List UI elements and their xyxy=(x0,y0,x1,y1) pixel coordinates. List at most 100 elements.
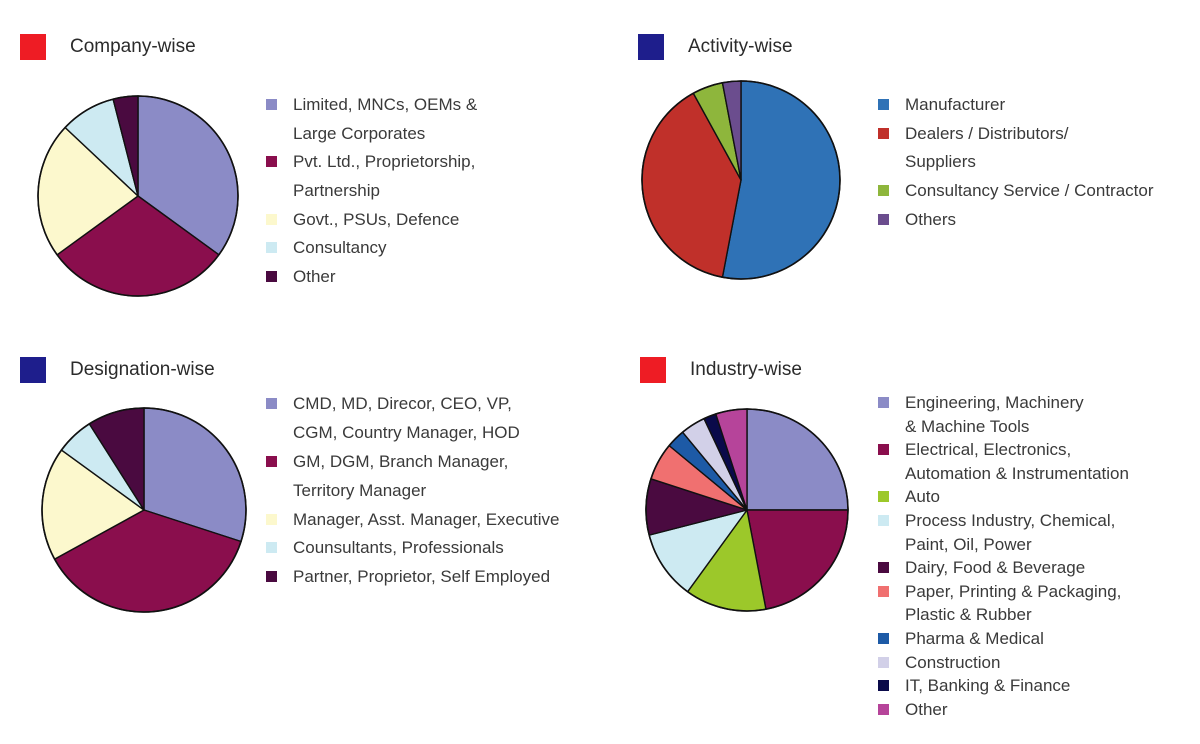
legend-swatch xyxy=(878,585,889,597)
legend-label: Other xyxy=(905,701,948,725)
legend-label-line: Territory Manager xyxy=(293,480,427,500)
pie-outline xyxy=(641,80,841,280)
legend-label-line: Large Corporates xyxy=(293,123,426,143)
legend-label-line: GM, DGM, Branch Manager, xyxy=(293,451,509,471)
legend-label: Dairy, Food & Beverage xyxy=(905,559,1085,583)
legend-label-line: Pvt. Ltd., Proprietorship, xyxy=(293,152,476,172)
company-wise-pie xyxy=(37,95,239,297)
legend-label-line: Partnership xyxy=(293,181,380,201)
legend-label-line: Process Industry, Chemical, xyxy=(905,510,1116,530)
legend-label: Electrical, Electronics, Automation & Ins… xyxy=(905,441,1129,488)
pie-outline xyxy=(645,408,849,612)
legend-label: Counsultants, Professionals xyxy=(293,539,504,568)
legend-label: Pvt. Ltd., Proprietorship, Partnership xyxy=(293,153,475,210)
title-marker xyxy=(20,357,46,383)
designation-wise-legend: CMD, MD, Direcor, CEO, VP, CGM, Country M… xyxy=(266,395,559,597)
legend-label-line: IT, Banking & Finance xyxy=(905,676,1071,696)
legend-swatch xyxy=(878,127,889,139)
legend-label-line: Others xyxy=(905,209,957,229)
pie-outline xyxy=(41,407,247,613)
legend-swatch xyxy=(266,99,277,110)
legend-item: Pharma & Medical xyxy=(878,630,1129,654)
legend-swatch xyxy=(878,397,889,408)
legend-swatch xyxy=(266,156,277,168)
legend-label-line: Plastic & Rubber xyxy=(905,605,1032,625)
legend-item: Manufacturer xyxy=(878,96,1154,125)
legend-item: Auto xyxy=(878,488,1129,512)
legend-label-line: CGM, Country Manager, HOD xyxy=(293,422,520,442)
legend-label: Manufacturer xyxy=(905,96,1005,125)
legend-label-line: Paint, Oil, Power xyxy=(905,534,1032,554)
legend-label: Pharma & Medical xyxy=(905,630,1044,654)
legend-label-line: Other xyxy=(905,699,948,719)
legend-item: Manager, Asst. Manager, Executive xyxy=(266,511,559,540)
legend-label-line: Consultancy Service / Contractor xyxy=(905,181,1154,201)
legend-swatch xyxy=(878,491,889,503)
legend-item: Partner, Proprietor, Self Employed xyxy=(266,568,559,597)
legend-item: Govt., PSUs, Defence xyxy=(266,211,477,240)
legend-label: Paper, Printing & Packaging, Plastic & Ru… xyxy=(905,583,1121,630)
title-marker xyxy=(638,34,664,60)
legend-item: IT, Banking & Finance xyxy=(878,677,1129,701)
legend-label: Process Industry, Chemical, Paint, Oil, P… xyxy=(905,512,1115,559)
legend-swatch xyxy=(266,571,277,583)
legend-label: Engineering, Machinery & Machine Tools xyxy=(905,394,1084,441)
legend-label: Construction xyxy=(905,654,1000,678)
legend-item: Dairy, Food & Beverage xyxy=(878,559,1129,583)
legend-label: Consultancy xyxy=(293,239,387,268)
legend-label-line: Limited, MNCs, OEMs & xyxy=(293,95,478,114)
legend-swatch xyxy=(266,213,277,225)
legend-label: Others xyxy=(905,211,956,240)
legend-item: Pvt. Ltd., Proprietorship, Partnership xyxy=(266,153,477,210)
legend-item: Engineering, Machinery & Machine Tools xyxy=(878,394,1129,441)
legend-label-line: Automation & Instrumentation xyxy=(905,463,1129,483)
legend-label: Auto xyxy=(905,488,940,512)
industry-wise-pie xyxy=(645,408,849,612)
designation-wise-title: Designation-wise xyxy=(20,357,215,383)
legend-label: Partner, Proprietor, Self Employed xyxy=(293,568,550,597)
chart-title: Designation-wise xyxy=(70,359,215,380)
legend-swatch xyxy=(878,444,889,456)
legend-item: Consultancy Service / Contractor xyxy=(878,182,1154,211)
legend-item: Limited, MNCs, OEMs & Large Corporates xyxy=(266,96,477,153)
legend-label: Govt., PSUs, Defence xyxy=(293,211,459,240)
legend-swatch xyxy=(878,703,889,715)
pie-slice-engineering-machinery-machine-tools xyxy=(746,408,849,511)
legend-swatch xyxy=(266,242,277,254)
legend-label: Other xyxy=(293,268,336,297)
legend-label-line: Dairy, Food & Beverage xyxy=(905,558,1086,578)
legend-swatch xyxy=(878,632,889,644)
legend-label-line: Manufacturer xyxy=(905,95,1006,114)
legend-label-line: Consultancy xyxy=(293,238,387,258)
legend-label-line: Pharma & Medical xyxy=(905,628,1044,648)
legend-swatch xyxy=(266,455,277,467)
legend-label: Dealers / Distributors/Suppliers xyxy=(905,125,1068,182)
legend-label-line: Counsultants, Professionals xyxy=(293,538,504,558)
legend-swatch xyxy=(878,514,889,526)
legend-label-line: Suppliers xyxy=(905,152,976,172)
legend-swatch xyxy=(878,185,889,197)
legend-label-line: & Machine Tools xyxy=(905,416,1030,436)
legend-label: Consultancy Service / Contractor xyxy=(905,182,1154,211)
legend-label: GM, DGM, Branch Manager, Territory Manage… xyxy=(293,453,508,511)
title-marker xyxy=(640,357,666,383)
legend-label: Manager, Asst. Manager, Executive xyxy=(293,511,559,540)
designation-wise-pie xyxy=(41,407,247,613)
legend-swatch xyxy=(878,213,889,225)
chart-title: Industry-wise xyxy=(690,359,802,380)
legend-item: Consultancy xyxy=(266,239,477,268)
legend-item: Paper, Printing & Packaging, Plastic & Ru… xyxy=(878,583,1129,630)
legend-label-line: Engineering, Machinery xyxy=(905,393,1084,412)
legend-label-line: Partner, Proprietor, Self Employed xyxy=(293,567,551,587)
title-marker xyxy=(20,34,46,60)
legend-label: CMD, MD, Direcor, CEO, VP, CGM, Country M… xyxy=(293,395,520,453)
legend-item: Process Industry, Chemical, Paint, Oil, P… xyxy=(878,512,1129,559)
legend-item: Counsultants, Professionals xyxy=(266,539,559,568)
legend-label-line: Dealers / Distributors/ xyxy=(905,123,1069,143)
legend-label-line: Construction xyxy=(905,652,1001,672)
legend-label: IT, Banking & Finance xyxy=(905,677,1070,701)
industry-wise-legend: Engineering, Machinery & Machine Tools Ele… xyxy=(878,394,1129,724)
company-wise-title: Company-wise xyxy=(20,34,196,60)
industry-wise-title: Industry-wise xyxy=(640,357,802,383)
legend-label-line: Paper, Printing & Packaging, xyxy=(905,581,1122,601)
